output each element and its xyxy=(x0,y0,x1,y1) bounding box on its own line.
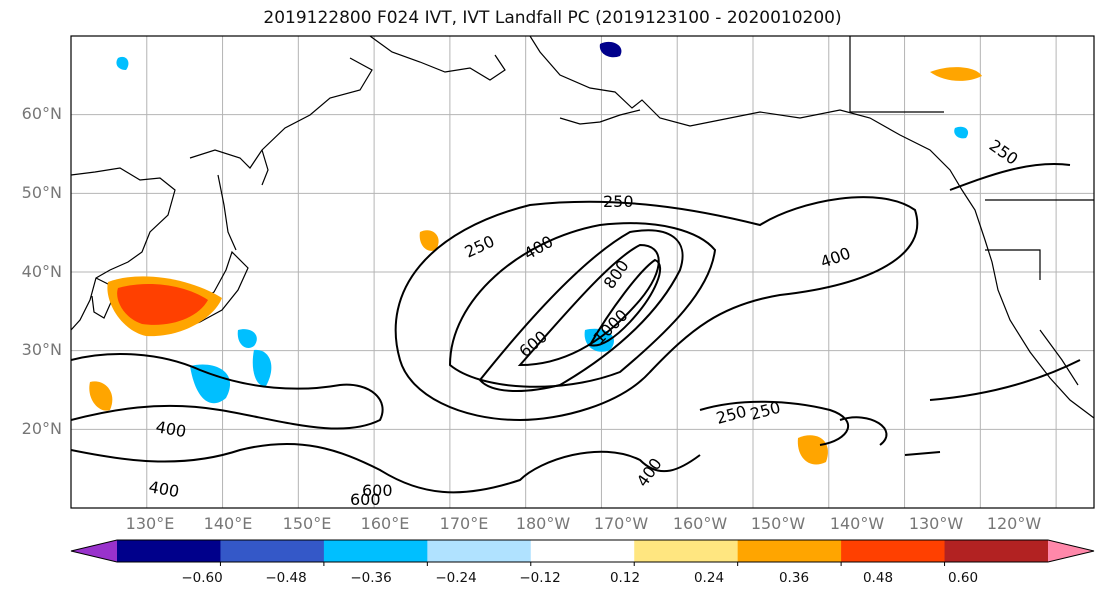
lon-label: 160°W xyxy=(672,514,728,533)
lon-label: 180°W xyxy=(515,514,571,533)
lon-label: 160°E xyxy=(360,514,410,533)
colorbar-segment xyxy=(841,540,946,562)
colorbar-tick-label: −0.60 xyxy=(181,570,223,586)
lon-label: 130°W xyxy=(908,514,964,533)
lon-label: 170°W xyxy=(593,514,649,533)
colorbar-tick-label: −0.48 xyxy=(265,570,307,586)
lat-label: 50°N xyxy=(21,183,62,202)
colorbar-outline xyxy=(70,539,1095,563)
lat-label: 20°N xyxy=(21,419,62,438)
lon-label: 130°E xyxy=(125,514,175,533)
colorbar-segment xyxy=(530,540,635,562)
lon-label: 170°E xyxy=(439,514,489,533)
colorbar-tick-label: 0.24 xyxy=(693,570,725,586)
colorbar-extend-max xyxy=(1048,540,1094,562)
colorbar-tick-label: −0.36 xyxy=(350,570,392,586)
lat-label: 30°N xyxy=(21,340,62,359)
colorbar-tick-label: −0.24 xyxy=(435,570,477,586)
lon-label: 140°E xyxy=(203,514,253,533)
colorbar-segment xyxy=(427,540,532,562)
gridlines xyxy=(71,36,1094,508)
lat-label: 40°N xyxy=(21,262,62,281)
colorbar xyxy=(70,539,1095,566)
lon-label: 120°W xyxy=(986,514,1042,533)
lon-label: 150°E xyxy=(282,514,332,533)
contour-label: 600 xyxy=(350,490,381,509)
lon-label: 140°W xyxy=(829,514,885,533)
ivt-anomaly-fill xyxy=(89,41,982,465)
colorbar-segment xyxy=(117,540,221,562)
colorbar-tick-label: −0.12 xyxy=(519,570,561,586)
lat-label: 60°N xyxy=(21,104,62,123)
colorbar-segment xyxy=(323,540,428,562)
coastlines xyxy=(71,36,1094,419)
colorbar-segment xyxy=(634,540,739,562)
colorbar-tick-label: 0.48 xyxy=(862,570,894,586)
contour-label: 250 xyxy=(603,192,634,211)
colorbar-segment xyxy=(737,540,842,562)
colorbar-tick-label: 0.36 xyxy=(778,570,810,586)
colorbar-extend-min xyxy=(71,540,117,562)
colorbar-tick-label: 0.12 xyxy=(609,570,641,586)
map-frame xyxy=(70,35,1095,509)
map-title: 2019122800 F024 IVT, IVT Landfall PC (20… xyxy=(263,8,842,28)
contour-label: 600 xyxy=(362,481,393,500)
lon-label: 150°W xyxy=(750,514,806,533)
colorbar-segment xyxy=(944,540,1049,562)
ivt-contours xyxy=(71,163,1081,494)
colorbar-segment xyxy=(220,540,325,562)
colorbar-tick-label: 0.60 xyxy=(947,570,979,586)
